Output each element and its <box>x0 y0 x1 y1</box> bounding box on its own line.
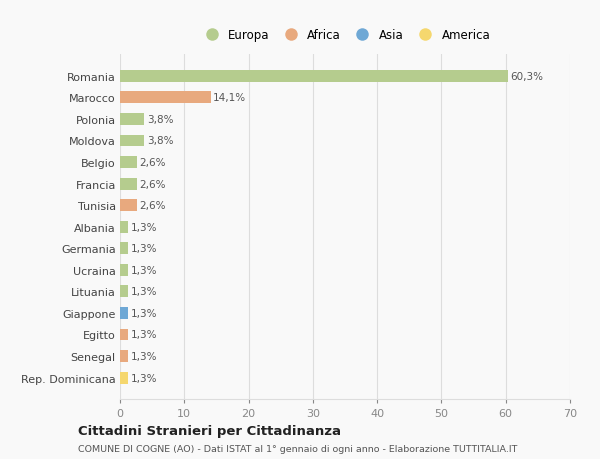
Text: 1,3%: 1,3% <box>131 351 157 361</box>
Bar <box>120 135 145 147</box>
Legend: Europa, Africa, Asia, America: Europa, Africa, Asia, America <box>197 27 493 44</box>
Bar <box>120 114 145 126</box>
Text: 2,6%: 2,6% <box>139 201 166 211</box>
Bar <box>120 157 137 168</box>
Text: COMUNE DI COGNE (AO) - Dati ISTAT al 1° gennaio di ogni anno - Elaborazione TUTT: COMUNE DI COGNE (AO) - Dati ISTAT al 1° … <box>78 444 517 453</box>
Text: 1,3%: 1,3% <box>131 330 157 340</box>
Text: 1,3%: 1,3% <box>131 265 157 275</box>
Text: 3,8%: 3,8% <box>147 115 173 125</box>
Bar <box>120 329 128 341</box>
Text: 60,3%: 60,3% <box>510 72 543 82</box>
Text: 1,3%: 1,3% <box>131 308 157 318</box>
Text: 1,3%: 1,3% <box>131 244 157 254</box>
Bar <box>120 71 508 83</box>
Text: 2,6%: 2,6% <box>139 179 166 189</box>
Text: 2,6%: 2,6% <box>139 158 166 168</box>
Text: 1,3%: 1,3% <box>131 287 157 297</box>
Bar <box>120 243 128 255</box>
Bar <box>120 221 128 233</box>
Text: 1,3%: 1,3% <box>131 373 157 383</box>
Bar <box>120 350 128 362</box>
Bar <box>120 286 128 297</box>
Bar <box>120 372 128 384</box>
Bar <box>120 308 128 319</box>
Bar <box>120 264 128 276</box>
Text: Cittadini Stranieri per Cittadinanza: Cittadini Stranieri per Cittadinanza <box>78 424 341 437</box>
Text: 1,3%: 1,3% <box>131 222 157 232</box>
Text: 14,1%: 14,1% <box>213 93 247 103</box>
Text: 3,8%: 3,8% <box>147 136 173 146</box>
Bar <box>120 200 137 212</box>
Bar <box>120 178 137 190</box>
Bar <box>120 92 211 104</box>
